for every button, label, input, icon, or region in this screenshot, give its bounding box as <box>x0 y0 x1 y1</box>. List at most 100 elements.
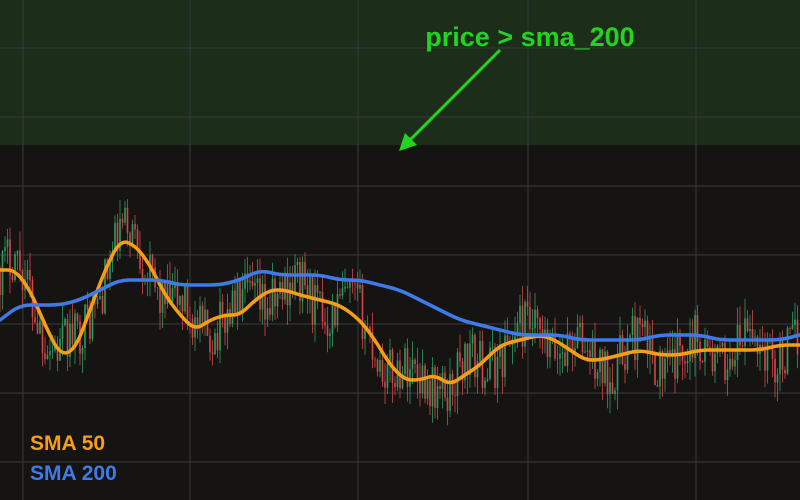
candle-body <box>296 261 299 266</box>
candle-body <box>546 329 549 358</box>
candle-body <box>329 333 331 336</box>
candle-body <box>116 222 119 251</box>
candle-body <box>336 294 339 326</box>
candle-body <box>369 326 371 333</box>
candle-body <box>114 222 116 252</box>
candle-body <box>729 358 731 370</box>
candle-body <box>319 292 321 293</box>
candle-body <box>734 360 736 367</box>
candle-body <box>124 207 126 223</box>
candle-body <box>214 333 216 355</box>
candle-body <box>344 287 346 289</box>
candle-body <box>784 370 786 374</box>
candle-body <box>256 278 259 283</box>
candle-body <box>581 322 584 353</box>
candle-body <box>384 381 386 388</box>
candle-body <box>39 320 41 334</box>
candle-body <box>721 342 724 347</box>
candle-body <box>496 356 499 389</box>
candle-body <box>451 373 454 395</box>
candle-body <box>299 261 301 302</box>
candle-body <box>179 295 181 305</box>
candle-body <box>549 338 551 358</box>
candle-body <box>324 322 326 326</box>
candle-body <box>719 345 721 347</box>
candle-body <box>494 346 496 389</box>
candle-body <box>61 325 64 339</box>
candle-body <box>16 250 19 255</box>
candle-body <box>586 350 589 352</box>
candle-body <box>781 339 784 371</box>
candle-body <box>524 301 526 347</box>
candle-body <box>446 397 449 411</box>
candle-body <box>449 373 451 411</box>
candle-body <box>121 218 124 223</box>
candle-body <box>519 305 521 323</box>
candle-body <box>509 344 511 346</box>
candle-body <box>201 305 204 322</box>
candle-body <box>364 326 366 339</box>
candle-body <box>381 359 384 382</box>
candle-body <box>631 316 634 336</box>
candle-body <box>444 372 446 398</box>
candle-body <box>139 250 141 270</box>
candle-body <box>339 294 341 296</box>
candle-body <box>56 346 59 361</box>
candle-body <box>426 380 429 399</box>
candle-body <box>151 255 154 268</box>
candle-body <box>306 285 309 299</box>
candle-body <box>36 322 39 334</box>
candle-body <box>186 286 189 319</box>
candle-body <box>409 368 411 387</box>
candle-body <box>656 385 659 387</box>
candle-body <box>616 355 619 391</box>
candle-body <box>216 333 219 351</box>
candle-body <box>276 293 279 307</box>
candle-body <box>74 313 76 345</box>
candle-body <box>244 273 246 289</box>
candle-body <box>119 218 121 251</box>
candle-body <box>171 288 174 303</box>
candle-body <box>609 382 611 395</box>
candle-body <box>284 274 286 300</box>
candle-body <box>434 367 436 408</box>
candle-body <box>294 265 296 293</box>
candle-body <box>786 327 789 374</box>
candle-body <box>51 350 54 352</box>
candle-body <box>534 309 536 329</box>
candle-body <box>669 350 671 354</box>
candle-body <box>554 335 556 359</box>
candle-body <box>86 304 89 311</box>
candle-body <box>309 276 311 299</box>
candle-body <box>11 275 14 281</box>
candle-body <box>571 337 574 355</box>
legend-sma200: SMA 200 <box>30 462 117 485</box>
candle-body <box>219 301 221 351</box>
candle-body <box>641 323 644 327</box>
candle-body <box>289 282 291 306</box>
candle-body <box>774 358 776 383</box>
candle-body <box>624 364 626 370</box>
candle-body <box>791 325 794 329</box>
candle-body <box>6 239 9 248</box>
candle-body <box>764 348 766 371</box>
candle-body <box>101 295 104 314</box>
candle-body <box>696 315 699 342</box>
candle-body <box>341 288 344 296</box>
candle-body <box>746 318 749 332</box>
candle-body <box>64 318 66 326</box>
candle-body <box>269 308 271 315</box>
candle-body <box>274 278 276 307</box>
candle-body <box>366 326 369 328</box>
candle-body <box>654 354 656 386</box>
candle-body <box>464 343 466 381</box>
candle-body <box>711 349 714 372</box>
candle-body <box>316 285 319 293</box>
sma-lines <box>0 240 800 385</box>
candle-body <box>411 359 414 369</box>
sma50-line <box>0 240 800 385</box>
candle-body <box>649 339 651 355</box>
candle-body <box>739 325 741 346</box>
candle-body <box>569 333 571 338</box>
